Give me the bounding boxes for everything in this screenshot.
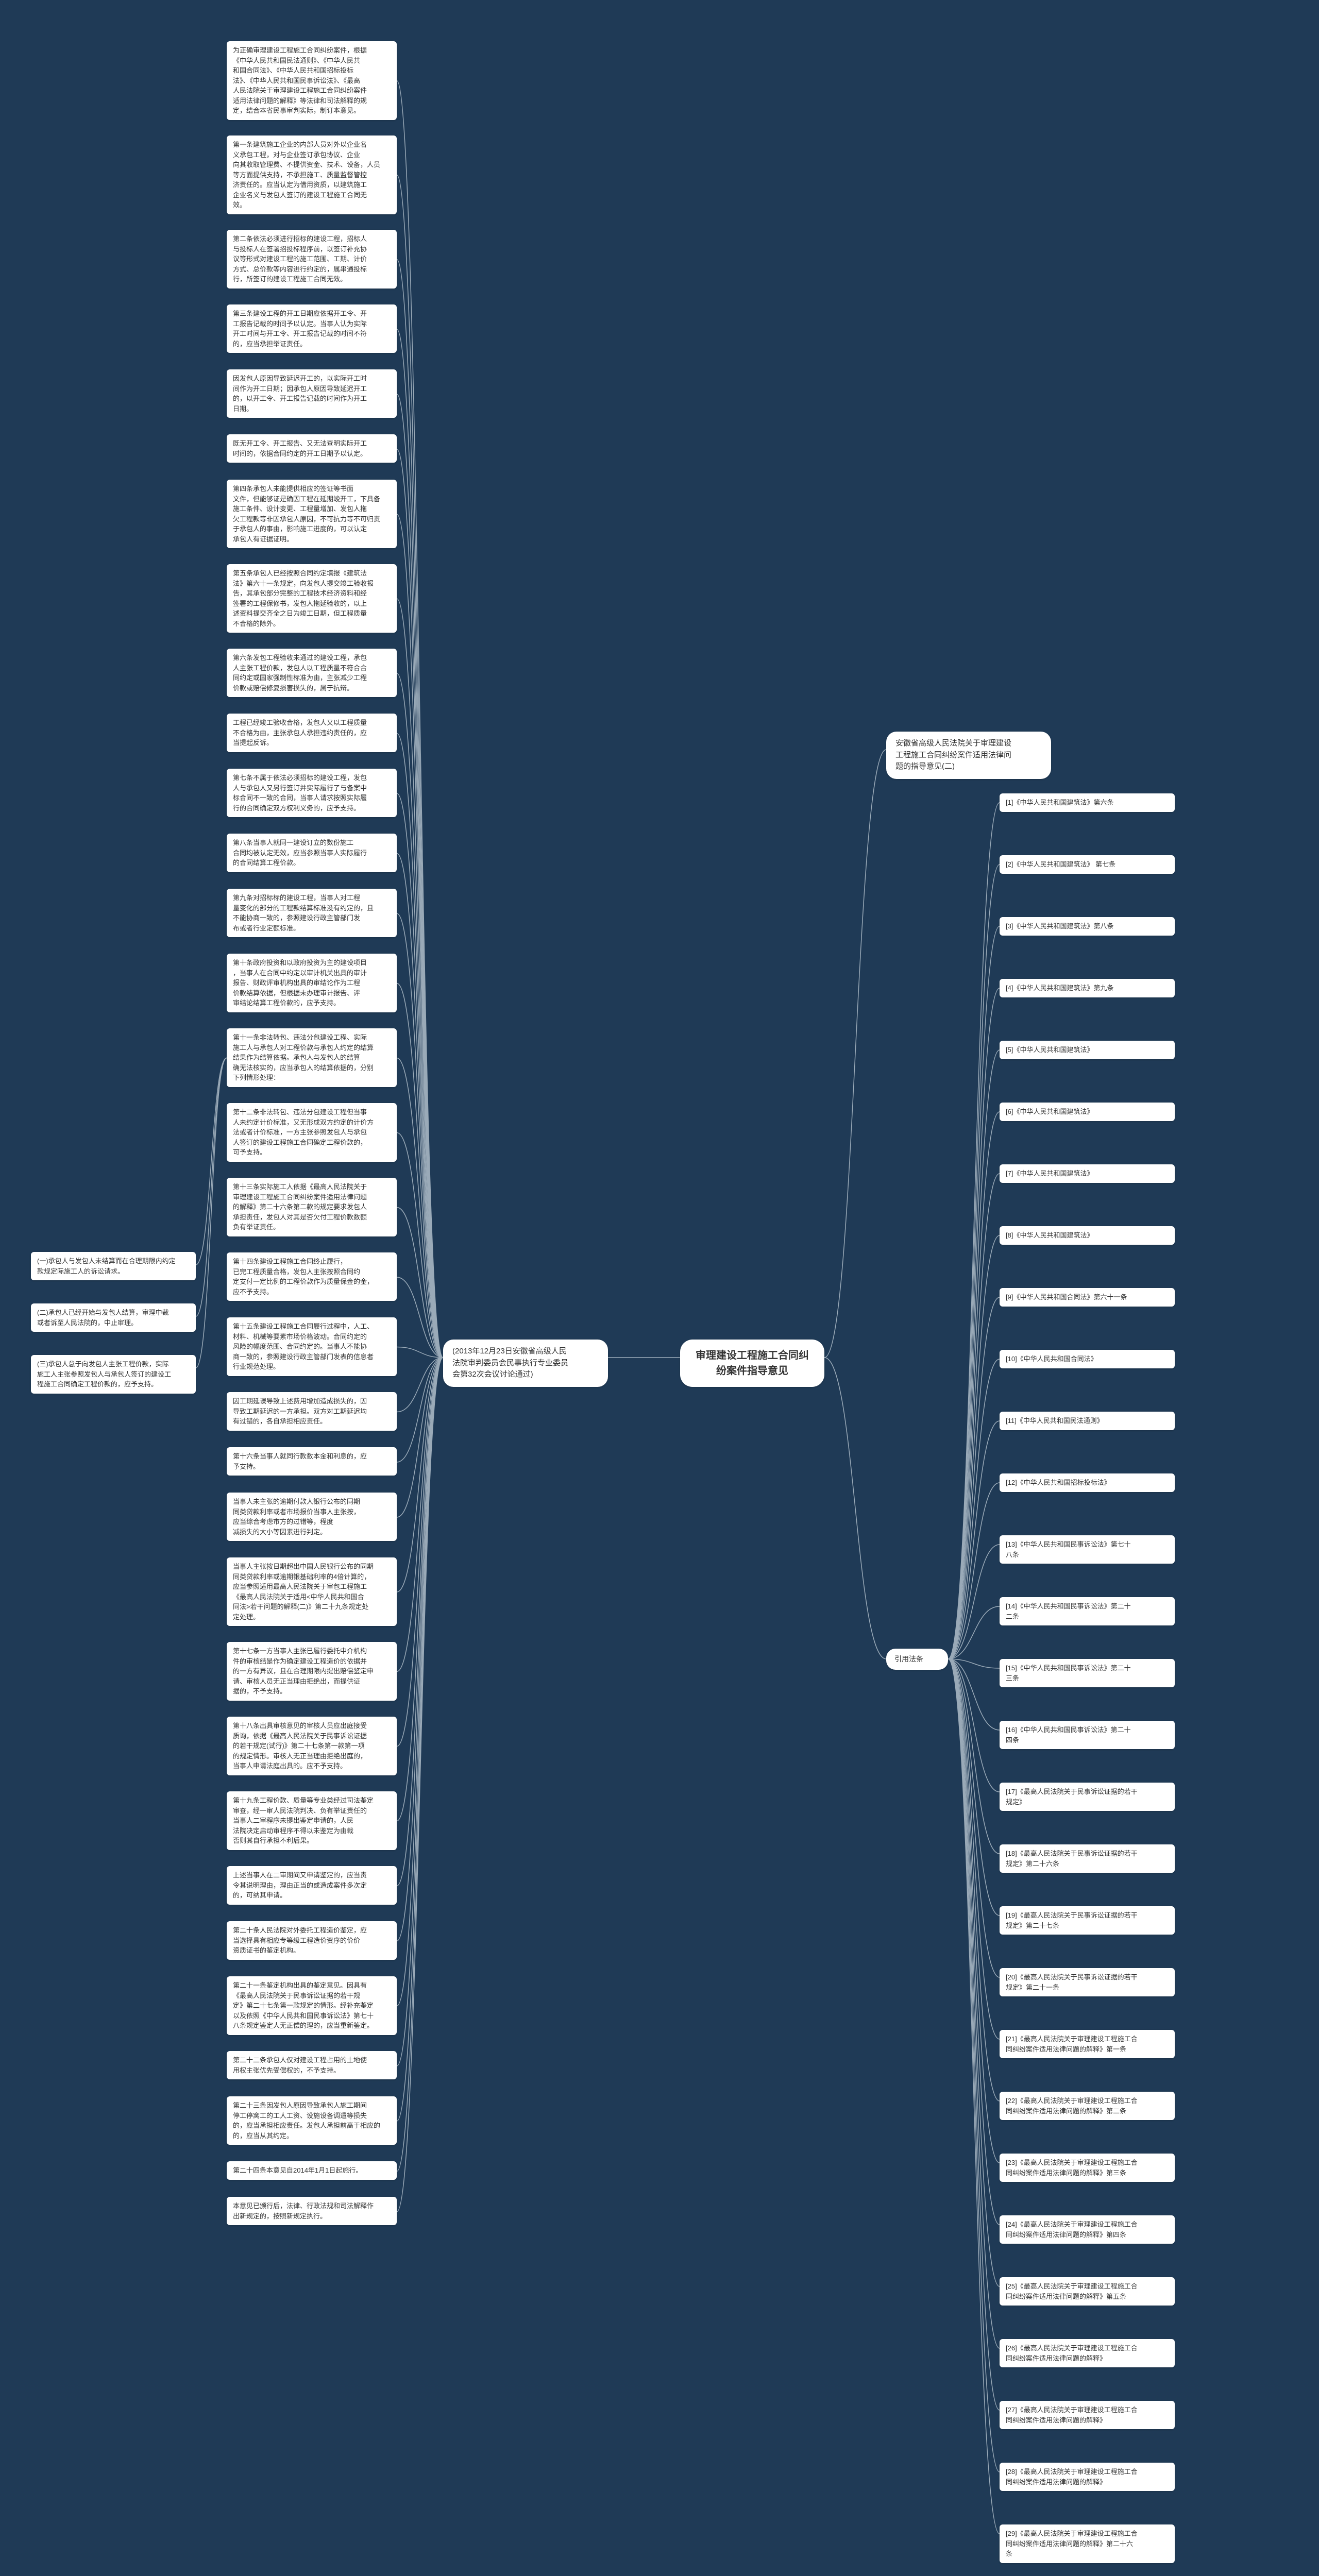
law-ref-node: [9]《中华人民共和国合同法》第六十一条 — [1000, 1288, 1175, 1307]
law-ref-node: [19]《最高人民法院关于民事诉讼证据的若干规定》第二十七条 — [1000, 1906, 1175, 1935]
law-ref-node: [7]《中华人民共和国建筑法》 — [1000, 1164, 1175, 1183]
article-node: 第十五条建设工程施工合同履行过程中，人工、材料、机械等要素市场价格波动。合同约定… — [227, 1317, 397, 1376]
law-ref-node: [24]《最高人民法院关于审理建设工程施工合同纠纷案件适用法律问题的解释》第四条 — [1000, 2215, 1175, 2244]
article-node: 第十六条当事人就同行款数本金和利息的，应予支持。 — [227, 1447, 397, 1476]
law-ref-node: [12]《中华人民共和国招标投标法》 — [1000, 1473, 1175, 1492]
law-ref-node: [23]《最高人民法院关于审理建设工程施工合同纠纷案件适用法律问题的解释》第三条 — [1000, 2154, 1175, 2182]
article-node: 当事人主张按日期超出中国人民银行公布的同期同类贷款利率或逾期银基础利率的4倍计算… — [227, 1557, 397, 1626]
article-node: 第二十条人民法院对外委托工程造价鉴定，应当选择具有相应专等级工程造价资序的价价资… — [227, 1921, 397, 1960]
article-node: 第十二条非法转包、违法分包建设工程但当事人未约定计价标准，又无形成双方约定的计价… — [227, 1103, 397, 1162]
article-node: 第一条建筑施工企业的内部人员对外以企业名义承包工程，对与企业签订承包协议、企业向… — [227, 135, 397, 214]
article-node: 上述当事人在二审期间又申请鉴定的，应当责令其说明理由，理由正当的或造成案件多次定… — [227, 1866, 397, 1905]
article-node: 第三条建设工程的开工日期应依据开工令、开工报告记载的时间予以认定。当事人认为实际… — [227, 304, 397, 353]
article-node: 第十条政府投资和以政府投资为主的建设项目，当事人在合同中约定以审计机关出具的审计… — [227, 954, 397, 1012]
article-node: 第七条不属于依法必须招标的建设工程，发包人与承包人又另行签订并实际履行了与备案中… — [227, 769, 397, 817]
law-ref-node: [29]《最高人民法院关于审理建设工程施工合同纠纷案件适用法律问题的解释》第二十… — [1000, 2524, 1175, 2563]
article-node: 第二十四条本意见自2014年1月1日起施行。 — [227, 2161, 397, 2180]
article-node: 第十三条实际施工人依据《最高人民法院关于审理建设工程施工合同纠纷案件适用法律问题… — [227, 1178, 397, 1236]
article-node: 既无开工令、开工报告、又无法查明实际开工时间的，依据合同约定的开工日期予以认定。 — [227, 434, 397, 463]
law-refs-parent-node: 引用法条 — [886, 1649, 948, 1670]
article-node: 第二十二条承包人仅对建设工程占用的土地使用权主张优先受偿权的，不予支持。 — [227, 2051, 397, 2079]
law-ref-node: [3]《中华人民共和国建筑法》第八条 — [1000, 917, 1175, 936]
law-ref-node: [16]《中华人民共和国民事诉讼法》第二十四条 — [1000, 1721, 1175, 1749]
law-ref-node: [22]《最高人民法院关于审理建设工程施工合同纠纷案件适用法律问题的解释》第二条 — [1000, 2092, 1175, 2120]
article-node: 本意见已颁行后，法律、行政法规和司法解释作出新规定的，按照新规定执行。 — [227, 2197, 397, 2225]
law-ref-node: [2]《中华人民共和国建筑法》 第七条 — [1000, 855, 1175, 874]
article-node: 第十七条一方当事人主张已履行委托中介机构件的审核结是作为确定建设工程造价的依据并… — [227, 1642, 397, 1701]
law-ref-node: [6]《中华人民共和国建筑法》 — [1000, 1103, 1175, 1121]
article-node: 第六条发包工程验收未通过的建设工程，承包人主张工程价款，发包人以工程质量不符合合… — [227, 649, 397, 697]
article-node: 为正确审理建设工程施工合同纠纷案件，根据《中华人民共和国民法通则》、《中华人民共… — [227, 41, 397, 120]
article-node: 因发包人原因导致延迟开工的，以实际开工时间作为开工日期；因承包人原因导致延迟开工… — [227, 369, 397, 418]
law-ref-node: [20]《最高人民法院关于民事诉讼证据的若干规定》第二十一条 — [1000, 1968, 1175, 1996]
article-node: 第二条依法必须进行招标的建设工程，招标人与投标人在签署招投标程序前，以签订补充协… — [227, 230, 397, 289]
law-ref-node: [10]《中华人民共和国合同法》 — [1000, 1350, 1175, 1368]
law-ref-node: [25]《最高人民法院关于审理建设工程施工合同纠纷案件适用法律问题的解释》第五条 — [1000, 2277, 1175, 2306]
a11-child-node: (三)承包人怠于向发包人主张工程价款，实际施工人主张参照发包人与承包人签订的建设… — [31, 1355, 196, 1394]
law-ref-node: [1]《中华人民共和国建筑法》第六条 — [1000, 793, 1175, 812]
article-node: 因工期延误导致上述费用增加造成损失的，因导致工期延迟的一方承担。双方对工期延迟均… — [227, 1392, 397, 1431]
article-node: 第八条当事人就同一建设订立的数份施工合同均被认定无效，应当参照当事人实际履行的合… — [227, 834, 397, 872]
article-node: 第四条承包人未能提供相应的签证等书面文件，但能够证是确因工程在延期竣开工，下具备… — [227, 480, 397, 548]
law-ref-node: [14]《中华人民共和国民事诉讼法》第二十二条 — [1000, 1597, 1175, 1625]
article-node: 工程已经竣工验收合格，发包人又以工程质量不合格为由，主张承包人承担违约责任的，应… — [227, 714, 397, 752]
root-node: 审理建设工程施工合同纠纷案件指导意见 — [680, 1340, 824, 1387]
right-heading-node: 安徽省高级人民法院关于审理建设工程施工合同纠纷案件适用法律问题的指导意见(二) — [886, 732, 1051, 779]
law-ref-node: [18]《最高人民法院关于民事诉讼证据的若干规定》第二十六条 — [1000, 1844, 1175, 1873]
article-node: 当事人未主张的逾期付款人银行公布的同期同类贷款利率或者市场报价当事人主张按，应当… — [227, 1493, 397, 1541]
a11-child-node: (二)承包人已经开始与发包人结算，审理中裁或者诉至人民法院的，中止审理。 — [31, 1303, 196, 1332]
a11-child-node: (一)承包人与发包人未结算而在合理期限内约定款规定际施工人的诉讼请求。 — [31, 1252, 196, 1280]
law-ref-node: [17]《最高人民法院关于民事诉讼证据的若干规定》 — [1000, 1783, 1175, 1811]
article-node: 第十八条出具审核意见的审核人员应出庭接受质询，依据《最高人民法院关于民事诉讼证据… — [227, 1717, 397, 1775]
law-ref-node: [21]《最高人民法院关于审理建设工程施工合同纠纷案件适用法律问题的解释》第一条 — [1000, 2030, 1175, 2058]
law-ref-node: [26]《最高人民法院关于审理建设工程施工合同纠纷案件适用法律问题的解释》 — [1000, 2339, 1175, 2367]
law-ref-node: [15]《中华人民共和国民事诉讼法》第二十三条 — [1000, 1659, 1175, 1687]
law-ref-node: [4]《中华人民共和国建筑法》第九条 — [1000, 979, 1175, 997]
article-node: 第十四条建设工程施工合同终止履行，已完工程质量合格，发包人主张按照合同约定支付一… — [227, 1252, 397, 1301]
law-ref-node: [27]《最高人民法院关于审理建设工程施工合同纠纷案件适用法律问题的解释》 — [1000, 2401, 1175, 2429]
article-node: 第九条对招标标的建设工程，当事人对工程量变化的部分的工程款结算标准没有约定的，且… — [227, 889, 397, 937]
article-node: 第二十三条因发包人原因导致承包人施工期间停工停窝工的工人工资、设施设备调遣等损失… — [227, 2096, 397, 2145]
law-ref-node: [5]《中华人民共和国建筑法》 — [1000, 1041, 1175, 1059]
article-node: 第二十一条鉴定机构出具的鉴定意见。因具有《最高人民法院关于民事诉讼证据的若干规定… — [227, 1976, 397, 2035]
article-node: 第十九条工程价款、质量等专业类经过司法鉴定审查，经一审人民法院判决、负有举证责任… — [227, 1791, 397, 1850]
law-ref-node: [13]《中华人民共和国民事诉讼法》第七十八条 — [1000, 1535, 1175, 1564]
law-ref-node: [11]《中华人民共和国民法通则》 — [1000, 1412, 1175, 1430]
law-ref-node: [8]《中华人民共和国建筑法》 — [1000, 1226, 1175, 1245]
article-node: 第十一条非法转包、违法分包建设工程、实际施工人与承包人对工程价款与承包人约定的结… — [227, 1028, 397, 1087]
article-node: 第五条承包人已经按照合同约定填报《建筑法法》第六十一条规定，向发包人提交竣工验收… — [227, 564, 397, 633]
law-ref-node: [28]《最高人民法院关于审理建设工程施工合同纠纷案件适用法律问题的解释》 — [1000, 2463, 1175, 2491]
date-node: (2013年12月23日安徽省高级人民法院审判委员会民事执行专业委员会第32次会… — [443, 1340, 608, 1387]
